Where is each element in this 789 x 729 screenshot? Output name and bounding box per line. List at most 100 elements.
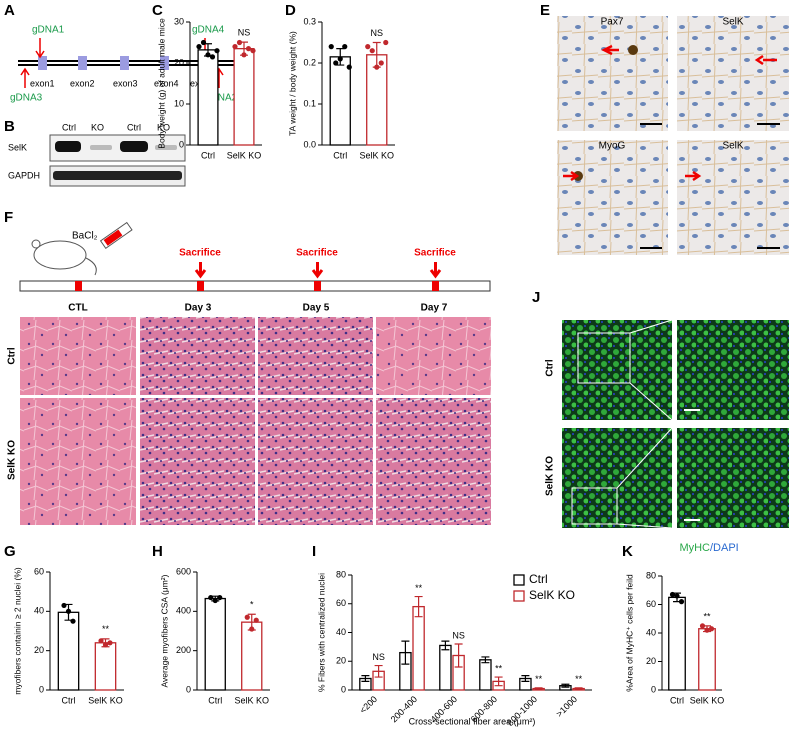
error-bar xyxy=(534,687,543,690)
y-tick-label: 60 xyxy=(34,566,44,576)
significance: ** xyxy=(703,611,711,621)
y-tick-label: 40 xyxy=(646,627,656,637)
x-tick-label: Ctrl xyxy=(333,150,347,160)
western-blot: Ctrl KO Ctrl KO SelK GAPDH xyxy=(8,122,186,187)
data-point xyxy=(369,48,375,54)
x-tick-label: Ctrl xyxy=(201,150,215,160)
data-point xyxy=(669,591,676,598)
column-label: CTL xyxy=(68,303,87,314)
significance: ** xyxy=(575,674,583,684)
data-point xyxy=(65,608,72,614)
x-tick-label: <200 xyxy=(358,694,379,715)
data-point xyxy=(708,626,715,632)
lane-label: Ctrl xyxy=(127,122,141,132)
error-bar xyxy=(374,664,383,678)
data-point xyxy=(249,626,255,632)
significance: NS xyxy=(238,27,251,37)
y-tick-label: 20 xyxy=(336,656,346,666)
column-label: Day 3 xyxy=(185,303,212,314)
panel-label: J xyxy=(532,289,540,306)
exon-label: exon3 xyxy=(113,78,138,88)
stain-label: SelK xyxy=(722,141,743,152)
stain-label: SelK xyxy=(722,17,743,28)
legend-label: Ctrl xyxy=(529,572,548,586)
stain-legend: MyHC xyxy=(679,542,710,554)
error-bar xyxy=(521,675,530,682)
y-tick-label: 80 xyxy=(646,570,656,580)
y-tick-label: 400 xyxy=(176,606,191,616)
x-tick-label: SelK KO xyxy=(88,695,123,705)
error-bar xyxy=(574,687,583,690)
y-tick-label: 600 xyxy=(176,566,191,576)
guide-label: gDNA1 xyxy=(32,25,65,36)
bar xyxy=(57,611,80,691)
bar xyxy=(197,49,219,146)
data-point xyxy=(383,39,389,46)
significance: ** xyxy=(415,583,423,593)
row-label: Ctrl xyxy=(545,359,556,376)
exon-label: exon1 xyxy=(30,78,55,88)
data-point xyxy=(374,64,380,70)
significance: ** xyxy=(535,674,543,684)
y-tick-label: 0.1 xyxy=(303,98,316,108)
panel-label: K xyxy=(622,543,633,560)
y-tick-label: 20 xyxy=(34,645,44,655)
error-bar xyxy=(441,640,450,651)
guide-label: gDNA4 xyxy=(192,25,225,36)
panel-label: B xyxy=(4,118,15,135)
data-point xyxy=(102,642,109,648)
y-axis-label: % Fibers with centralized nuclei xyxy=(316,573,326,692)
x-tick-label: SelK KO xyxy=(690,695,725,705)
panel-label: C xyxy=(152,2,163,19)
data-point xyxy=(217,594,223,601)
immunofluorescence: Ctrl SelK KO MyHC /DAPI xyxy=(545,319,789,554)
y-tick-label: 0.3 xyxy=(303,16,316,26)
significance: NS xyxy=(372,652,385,662)
significance: NS xyxy=(370,28,383,38)
panel-label: F xyxy=(4,209,13,226)
data-point xyxy=(212,597,218,604)
x-tick-label: Ctrl xyxy=(670,695,684,705)
data-point xyxy=(205,52,211,58)
column-label: Day 5 xyxy=(303,303,330,314)
error-bar xyxy=(494,676,503,687)
y-tick-label: 60 xyxy=(336,598,346,608)
x-tick-label: SelK KO xyxy=(359,150,394,160)
lane-label: KO xyxy=(157,122,170,132)
error-bar xyxy=(414,595,423,618)
data-point xyxy=(328,44,334,50)
bar xyxy=(668,596,686,691)
row-label: SelK xyxy=(8,142,27,152)
y-tick-label: 40 xyxy=(34,606,44,616)
exon-label: exon4 xyxy=(154,78,179,88)
event-label: Sacrifice xyxy=(414,248,456,259)
panel-label: H xyxy=(152,543,163,560)
y-tick-label: 10 xyxy=(174,98,184,108)
y-tick-label: 0.0 xyxy=(303,139,316,149)
data-point xyxy=(70,618,76,624)
error-bar xyxy=(454,643,463,668)
x-tick-label: >1000 xyxy=(554,694,579,719)
data-point xyxy=(209,54,216,60)
data-point xyxy=(346,64,352,70)
y-axis-label: %Area of MyHC⁺ cells per feild xyxy=(624,574,634,692)
timeline: BaCl₂ Sacrifice Sacrifice Sacrifice xyxy=(19,221,491,292)
data-point xyxy=(678,599,685,605)
data-point xyxy=(98,638,104,644)
row-label: Ctrl xyxy=(7,347,18,364)
error-bar xyxy=(561,683,570,688)
column-label: Day 7 xyxy=(421,303,448,314)
panel-label: I xyxy=(312,543,316,560)
data-point xyxy=(699,623,706,629)
significance: ** xyxy=(495,663,503,673)
y-tick-label: 0.2 xyxy=(303,57,316,67)
error-bar xyxy=(401,640,410,665)
y-tick-label: 0 xyxy=(39,684,44,694)
data-point xyxy=(704,627,710,633)
data-point xyxy=(250,48,256,54)
data-point xyxy=(241,52,247,58)
histology: CTL Day 3 Day 5 Day 7 Ctrl SelK KO xyxy=(7,303,491,525)
x-tick-label: Ctrl xyxy=(208,695,222,705)
y-tick-label: 0 xyxy=(186,684,191,694)
